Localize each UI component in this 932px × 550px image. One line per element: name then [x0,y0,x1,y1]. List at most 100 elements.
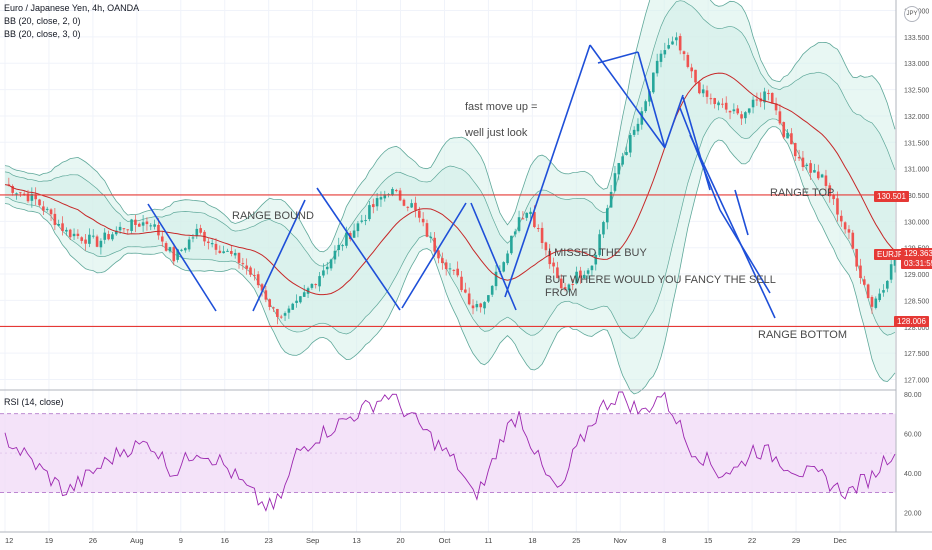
candle-body [68,229,72,238]
indicator-bb-2[interactable]: BB (20, close, 2, 0) [4,16,81,26]
candle-body [878,293,881,301]
candle-body [118,226,122,231]
price-tick-label: 129.000 [904,272,929,279]
candle-body [544,242,548,251]
candle-body [678,36,682,51]
candle-body [793,143,797,157]
candle-body [728,110,732,113]
trend-line[interactable] [597,51,639,64]
candle-body [295,300,298,303]
candle-body [859,265,862,278]
candle-body [594,254,598,265]
candle-body [49,209,53,215]
candle-body [675,37,678,41]
candle-body [283,313,287,316]
symbol-tag: EURJPY [874,249,912,260]
candle-body [72,233,76,237]
candle-body [682,51,686,55]
trend-line[interactable] [664,94,684,148]
candle-body [774,103,778,111]
candle-body [824,175,828,186]
candle-body [460,276,463,291]
candle-body [621,156,624,165]
candle-body [394,190,398,192]
candle-body [318,276,321,287]
price-tick-label: 127.000 [904,377,929,384]
candle-body [99,240,103,248]
candle-body [233,252,237,256]
candle-body [299,296,302,303]
trend-line[interactable] [637,51,666,149]
candle-body [437,250,440,259]
price-tick-label: 132.000 [904,114,929,121]
candle-body [160,236,164,242]
bb2-upper-line [4,0,896,267]
candle-body [272,307,275,309]
candle-body [721,103,724,105]
range-bottom-price-tag: 128.006 [894,316,929,327]
candle-body [322,270,325,276]
trend-line[interactable] [734,189,749,236]
trend-line[interactable] [252,199,306,312]
candle-body [42,206,45,211]
candle-body [253,275,256,277]
candle-body [164,243,168,251]
candle-body [828,185,832,197]
trend-line[interactable] [719,209,771,294]
candle-body [851,232,855,249]
rsi-tick-label: 60.00 [904,431,922,438]
trend-line[interactable] [316,187,401,311]
rsi-legend[interactable]: RSI (14, close) [4,397,64,407]
candle-body [456,268,459,276]
candle-body [260,284,264,291]
candle-body [686,54,690,67]
bb2-band-fill [5,0,895,339]
candle-body [713,98,716,105]
candle-body [345,232,348,246]
candle-body [529,211,532,215]
candle-body [874,298,878,308]
time-tick-label: 16 [221,536,229,545]
candle-body [663,50,667,55]
candle-body [107,234,110,240]
candle-body [130,219,133,231]
trend-line[interactable] [679,107,721,211]
candle-body [805,164,809,166]
candle-body [314,284,318,286]
candle-body [586,270,590,274]
candle-body [801,157,805,168]
candle-body [590,265,594,271]
candle-body [368,205,371,220]
candle-body [187,239,191,250]
time-tick-label: 20 [396,536,404,545]
candle-body [671,41,674,45]
candle-body [548,250,552,265]
candle-body [256,274,260,286]
candle-body [736,108,740,114]
candle-body [502,262,506,272]
candle-body [180,249,183,251]
candle-body [694,69,697,83]
candle-body [525,212,529,218]
candle-body [26,193,30,202]
candle-body [629,135,632,153]
candle-body [797,157,801,159]
candle-body [701,89,705,94]
candle-body [391,188,394,195]
time-tick-label: 8 [662,536,666,545]
candle-body [536,228,540,230]
trend-line[interactable] [470,202,517,311]
candle-body [333,250,337,260]
trend-line[interactable] [504,44,591,298]
currency-badge[interactable]: JPY [904,6,920,22]
indicator-bb-3[interactable]: BB (20, close, 3, 0) [4,29,81,39]
candle-body [191,237,195,239]
candle-body [53,213,57,225]
time-tick-label: 9 [179,536,183,545]
candle-body [464,289,467,293]
trend-line[interactable] [401,202,467,309]
trend-line[interactable] [689,134,776,319]
trend-line[interactable] [147,203,217,312]
candle-body [375,198,379,207]
